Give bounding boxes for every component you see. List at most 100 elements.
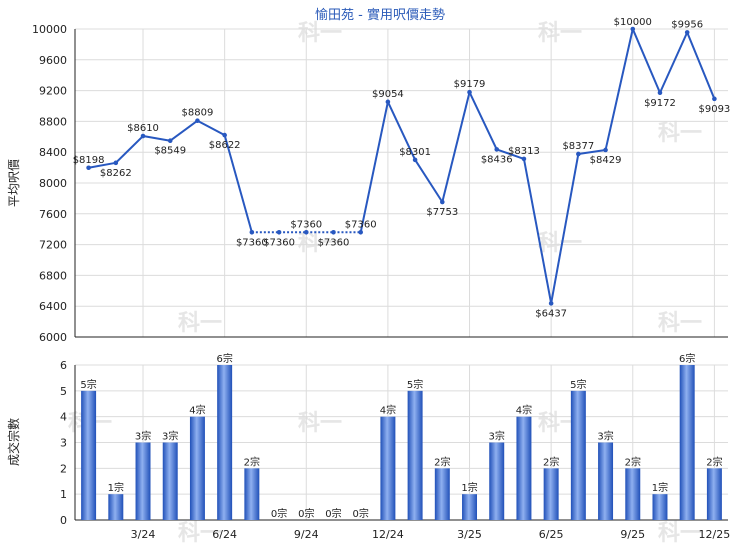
count-bar-label: 4宗	[189, 404, 205, 417]
price-line-segment	[196, 119, 226, 136]
watermark-text: 科一	[658, 311, 702, 336]
price-point	[86, 165, 91, 171]
price-line-segment	[631, 28, 661, 94]
price-point-label: $7360	[263, 237, 295, 248]
count-bar-label: 1宗	[108, 481, 124, 494]
price-tick-label: 10000	[32, 23, 67, 36]
count-bar-label: 2宗	[244, 455, 260, 468]
count-tick-label: 0	[60, 514, 67, 527]
price-point	[712, 96, 717, 102]
price-point	[494, 147, 500, 152]
watermark-text: 科一	[178, 521, 222, 546]
price-point	[603, 147, 608, 153]
count-bar-label: 1宗	[652, 481, 668, 494]
price-point-label: $7360	[290, 219, 322, 230]
price-point-label: $9956	[671, 19, 703, 30]
count-tick-label: 2	[60, 462, 67, 475]
price-point-label: $8262	[100, 168, 132, 179]
count-bar	[516, 416, 532, 520]
count-axis-label: 成交宗數	[6, 418, 21, 466]
price-tick-label: 8000	[39, 177, 67, 190]
price-point-label: $8549	[154, 146, 186, 157]
tick-labels: 6000 6400 6800 7200 7600 8000 8400 8800 9200 9600…	[32, 23, 730, 541]
price-point-label: $8198	[73, 155, 105, 166]
price-line-segment	[522, 158, 553, 304]
price-tick-label: 6800	[39, 269, 67, 282]
price-point-label: $8809	[182, 108, 214, 119]
price-point	[440, 199, 445, 205]
price-point-label: $8301	[399, 147, 431, 158]
price-tick-label: 9600	[39, 54, 67, 67]
count-bar	[652, 494, 668, 520]
count-bar	[570, 390, 586, 520]
count-tick-label: 4	[60, 411, 67, 424]
price-point	[548, 301, 554, 306]
count-bar-label: 5宗	[407, 378, 423, 391]
price-line-segment	[386, 101, 417, 161]
count-bar	[217, 365, 233, 520]
price-tick-label: 9200	[39, 85, 67, 98]
count-bar	[434, 468, 450, 520]
price-line-segment	[496, 148, 525, 160]
price-point-label: $8622	[209, 140, 241, 151]
count-bar-label: 3宗	[135, 430, 151, 443]
price-line-segment	[88, 161, 116, 169]
x-tick-label: 3/24	[131, 528, 156, 541]
count-bar-label: 3宗	[162, 430, 178, 443]
count-bar	[625, 468, 641, 520]
price-line-series	[86, 26, 717, 306]
price-line-segment	[414, 159, 444, 203]
chart-title: 愉田苑 - 實用呎價走勢	[315, 7, 445, 23]
watermark-text: 科一	[298, 231, 342, 256]
count-bar-label: 5宗	[80, 378, 96, 391]
price-point	[303, 229, 309, 235]
price-point-label: $8429	[590, 155, 622, 166]
price-point	[331, 229, 336, 235]
count-bar	[135, 442, 151, 520]
axes	[74, 29, 728, 521]
count-tick-label: 1	[60, 488, 67, 501]
price-tick-label: 8800	[39, 115, 67, 128]
price-tick-label: 6000	[39, 331, 67, 344]
price-point	[222, 132, 227, 138]
count-bar-label: 3宗	[597, 430, 613, 443]
x-tick-label: 9/25	[620, 528, 645, 541]
count-bar-label: 0宗	[353, 507, 369, 520]
price-tick-label: 7200	[39, 239, 67, 252]
x-tick-label: 12/24	[372, 528, 404, 541]
watermark-text: 科一	[658, 521, 702, 546]
price-point-label: $6437	[535, 308, 567, 319]
price-tick-label: 8400	[39, 146, 67, 159]
price-point	[684, 30, 690, 35]
price-point-label: $8610	[127, 123, 159, 134]
watermark-text: 科一	[298, 411, 342, 436]
price-point	[521, 156, 527, 162]
count-bar-label: 0宗	[298, 507, 314, 520]
price-line-segment	[550, 153, 580, 304]
price-point	[358, 229, 363, 235]
price-point	[195, 118, 200, 124]
price-line-segment	[468, 91, 498, 150]
count-bar-label: 4宗	[380, 404, 396, 417]
count-tick-label: 6	[60, 359, 67, 372]
price-line-segment	[441, 91, 471, 203]
price-tick-label: 7600	[39, 208, 67, 221]
price-point	[140, 133, 146, 139]
price-labels: $8198 $8262 $8610 $8549 $8809 $8622 $7360 $7360…	[73, 17, 731, 319]
count-bar	[380, 416, 396, 520]
count-tick-label: 3	[60, 437, 67, 450]
count-bar	[244, 468, 260, 520]
count-bar	[706, 468, 722, 520]
price-point-label: $9054	[372, 89, 404, 100]
bar-series	[81, 365, 722, 520]
count-bar-label: 5宗	[570, 378, 586, 391]
price-point	[249, 229, 255, 235]
count-bar	[407, 390, 423, 520]
price-line-segment	[578, 148, 606, 155]
watermark-text: 科一	[538, 21, 582, 46]
price-point-label: $7360	[318, 237, 350, 248]
count-bar-label: 3宗	[489, 430, 505, 443]
count-bar-label: 1宗	[461, 481, 477, 494]
price-point	[657, 90, 663, 96]
